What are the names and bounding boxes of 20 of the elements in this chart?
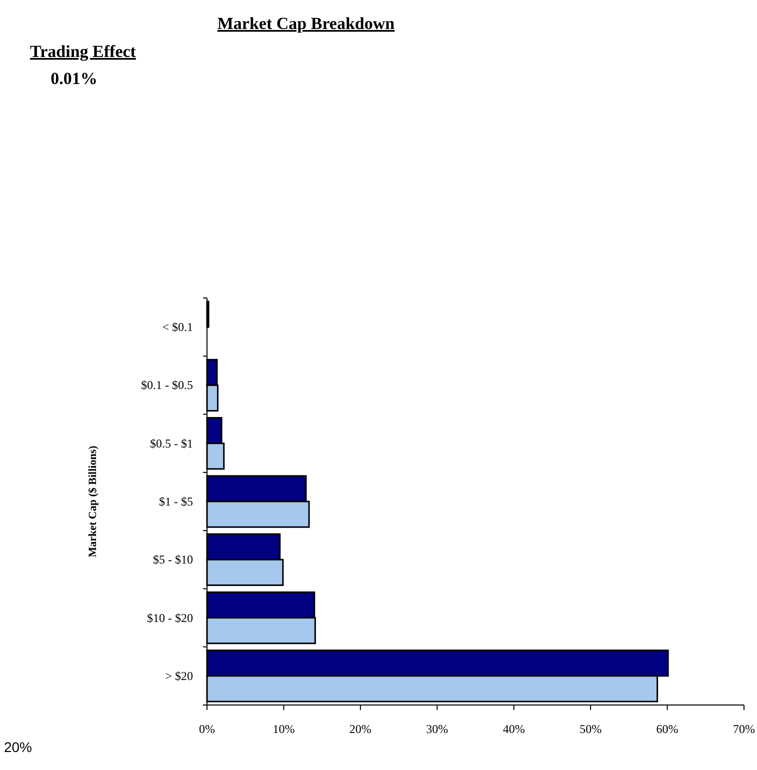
y-tick-label: $0.1 - $0.5: [141, 378, 193, 392]
x-tick-label: 10%: [272, 722, 295, 736]
x-tick-label: 60%: [656, 722, 678, 736]
y-tick-label: $1 - $5: [159, 494, 193, 508]
y-tick-label: < $0.1: [162, 320, 193, 334]
y-tick-label: $10 - $20: [147, 610, 193, 625]
chart-title: Market Cap Breakdown: [217, 14, 396, 33]
x-tick-label: 40%: [502, 722, 525, 736]
y-axis-title: Market Cap ($ Billions): [87, 445, 99, 558]
x-tick-label: 20%: [349, 722, 372, 736]
x-tick-label: 30%: [426, 722, 448, 736]
x-tick-label: 0%: [199, 722, 215, 736]
y-tick-label: > $20: [165, 668, 193, 683]
y-tick-label: $0.5 - $1: [150, 436, 193, 450]
text: 20%: [4, 739, 32, 755]
x-tick-label: 50%: [580, 722, 602, 736]
x-tick-label: 70%: [733, 722, 755, 736]
text: Trading Effect: [30, 42, 136, 61]
y-tick-label: $5 - $10: [153, 552, 193, 567]
text: 0.01%: [50, 69, 98, 88]
